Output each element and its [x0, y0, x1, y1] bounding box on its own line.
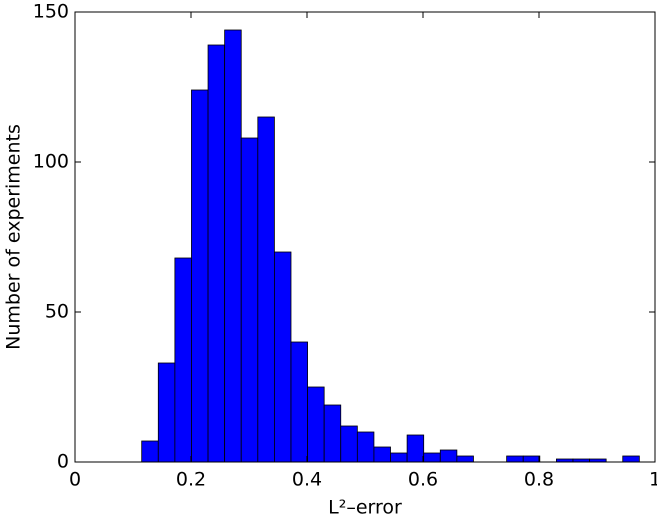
x-tick-label: 1	[649, 469, 657, 491]
bar	[274, 251, 292, 463]
bar	[191, 89, 209, 463]
x-tick-label: 0.4	[292, 469, 322, 491]
bar	[406, 434, 425, 463]
bar	[224, 29, 242, 463]
plot-frame	[74, 11, 656, 463]
y-axis-label: Number of experiments	[3, 124, 25, 350]
bar	[522, 455, 541, 463]
bar	[141, 440, 159, 463]
bar	[240, 137, 259, 463]
bar	[257, 116, 275, 463]
bar	[456, 455, 474, 463]
x-tick-label: 0.6	[408, 469, 438, 491]
bar	[373, 446, 391, 463]
bar	[290, 341, 308, 463]
bar	[423, 452, 441, 463]
bar	[439, 449, 458, 463]
y-tick-label: 0	[57, 451, 69, 473]
bar	[157, 362, 176, 463]
x-axis-label: L²–error	[328, 497, 402, 519]
bar	[390, 452, 408, 463]
y-tick-label: 100	[33, 151, 69, 173]
x-tick-label: 0.2	[176, 469, 206, 491]
bar	[506, 455, 524, 463]
x-tick-label: 0.8	[524, 469, 554, 491]
bar	[307, 386, 325, 463]
y-tick-label: 50	[45, 301, 69, 323]
bar	[323, 404, 342, 463]
y-tick-label: 150	[33, 1, 69, 23]
bar	[207, 44, 226, 463]
bar	[622, 455, 640, 463]
bar	[174, 257, 192, 463]
bar	[356, 431, 375, 463]
x-tick-label: 0	[69, 469, 81, 491]
bar	[340, 425, 358, 463]
